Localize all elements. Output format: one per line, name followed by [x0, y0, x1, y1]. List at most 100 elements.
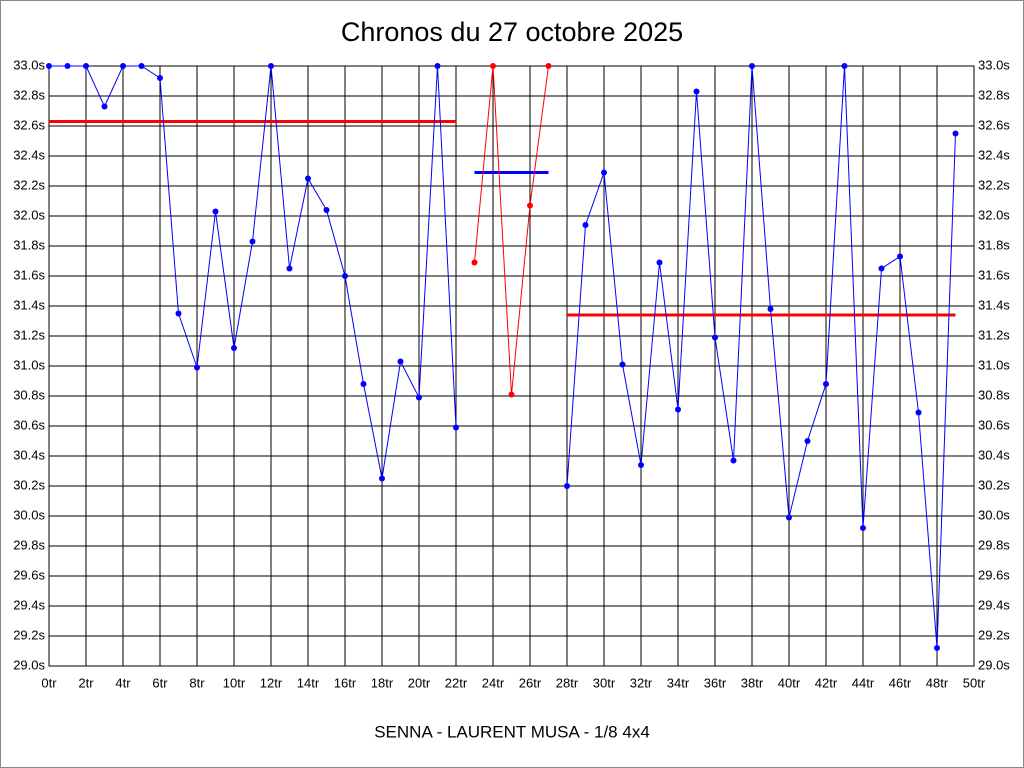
- data-point: [823, 381, 829, 387]
- data-point: [101, 103, 108, 110]
- y-tick-label: 31.0s: [13, 357, 45, 372]
- data-point: [157, 75, 163, 81]
- y2-tick-label: 32.8s: [978, 87, 1010, 102]
- data-point: [675, 406, 681, 413]
- x-tick-label: 48tr: [926, 675, 949, 690]
- data-point: [490, 63, 496, 69]
- y-tick-label: 30.4s: [13, 447, 45, 462]
- y-tick-label: 30.0s: [13, 507, 45, 522]
- data-point: [749, 63, 755, 69]
- y-tick-label: 31.8s: [13, 237, 45, 252]
- data-point: [564, 483, 570, 489]
- y-tick-label: 29.6s: [13, 567, 45, 582]
- y2-tick-label: 30.8s: [978, 387, 1010, 402]
- chart-caption: SENNA - LAURENT MUSA - 1/8 4x4: [374, 722, 650, 741]
- x-tick-label: 0tr: [41, 675, 57, 690]
- data-point: [379, 475, 385, 482]
- x-tick-label: 6tr: [152, 675, 168, 690]
- data-point: [619, 361, 626, 368]
- data-point: [656, 259, 663, 266]
- x-tick-label: 36tr: [704, 675, 727, 690]
- y2-tick-label: 33.0s: [978, 57, 1010, 72]
- data-point: [693, 88, 700, 95]
- y-tick-label: 29.0s: [13, 657, 45, 672]
- y-tick-label: 32.6s: [13, 117, 45, 132]
- data-point: [83, 63, 89, 69]
- y-tick-label: 30.2s: [13, 477, 45, 492]
- data-point: [804, 438, 811, 444]
- data-point: [508, 391, 515, 398]
- x-tick-label: 28tr: [556, 675, 579, 690]
- y-tick-label: 32.4s: [13, 147, 45, 162]
- data-point: [841, 63, 848, 69]
- data-point: [582, 222, 589, 228]
- data-point: [175, 310, 182, 317]
- y2-tick-label: 30.4s: [978, 447, 1010, 462]
- data-point: [434, 63, 441, 69]
- y2-tick-label: 29.2s: [978, 627, 1010, 642]
- data-point: [138, 63, 145, 69]
- y2-tick-label: 30.2s: [978, 477, 1010, 492]
- x-tick-label: 24tr: [482, 675, 505, 690]
- x-tick-label: 44tr: [852, 675, 875, 690]
- data-point: [212, 208, 219, 215]
- y-tick-label: 32.2s: [13, 177, 45, 192]
- y-tick-label: 31.4s: [13, 297, 45, 312]
- x-tick-label: 8tr: [189, 675, 205, 690]
- y-tick-label: 29.2s: [13, 627, 45, 642]
- data-point: [527, 202, 533, 209]
- chart-title: Chronos du 27 octobre 2025: [341, 17, 683, 47]
- x-tick-label: 42tr: [815, 675, 838, 690]
- x-tick-label: 4tr: [115, 675, 131, 690]
- x-tick-label: 32tr: [630, 675, 653, 690]
- x-tick-label: 2tr: [78, 675, 94, 690]
- y-tick-label: 31.2s: [13, 327, 45, 342]
- y2-tick-label: 32.0s: [978, 207, 1010, 222]
- data-point: [730, 457, 737, 464]
- data-point: [767, 306, 774, 312]
- x-tick-label: 38tr: [741, 675, 764, 690]
- y2-tick-label: 31.2s: [978, 327, 1010, 342]
- data-point: [897, 253, 903, 260]
- data-point: [860, 525, 866, 531]
- y2-tick-label: 29.4s: [978, 597, 1010, 612]
- y-tick-label: 30.8s: [13, 387, 45, 402]
- data-point: [786, 514, 792, 521]
- data-point: [342, 273, 348, 279]
- data-point: [397, 358, 404, 365]
- plot-border: [48, 65, 975, 667]
- data-point: [323, 207, 330, 213]
- x-tick-label: 18tr: [371, 675, 394, 690]
- x-tick-label: 22tr: [445, 675, 468, 690]
- y-tick-label: 29.4s: [13, 597, 45, 612]
- y2-tick-label: 31.0s: [978, 357, 1010, 372]
- data-point: [231, 345, 237, 351]
- y2-tick-label: 32.2s: [978, 177, 1010, 192]
- y2-tick-label: 29.6s: [978, 567, 1010, 582]
- x-tick-label: 50tr: [963, 675, 986, 690]
- x-tick-label: 10tr: [223, 675, 246, 690]
- data-point: [46, 63, 52, 69]
- data-point: [712, 334, 718, 341]
- y2-tick-label: 29.0s: [978, 657, 1010, 672]
- x-tick-label: 34tr: [667, 675, 690, 690]
- data-point: [194, 364, 200, 371]
- data-point: [952, 130, 959, 137]
- y2-tick-label: 31.8s: [978, 237, 1010, 252]
- y2-tick-label: 31.4s: [978, 297, 1010, 312]
- data-point: [601, 169, 607, 176]
- x-tick-label: 40tr: [778, 675, 801, 690]
- y2-tick-label: 32.4s: [978, 147, 1010, 162]
- data-point: [934, 645, 940, 651]
- x-tick-label: 20tr: [408, 675, 431, 690]
- data-point: [64, 63, 71, 69]
- x-tick-label: 30tr: [593, 675, 616, 690]
- y-tick-label: 29.8s: [13, 537, 45, 552]
- data-point: [268, 63, 274, 69]
- y2-tick-label: 30.6s: [978, 417, 1010, 432]
- y2-tick-label: 29.8s: [978, 537, 1010, 552]
- data-point: [305, 175, 311, 182]
- data-point: [120, 63, 126, 69]
- y-tick-label: 32.8s: [13, 87, 45, 102]
